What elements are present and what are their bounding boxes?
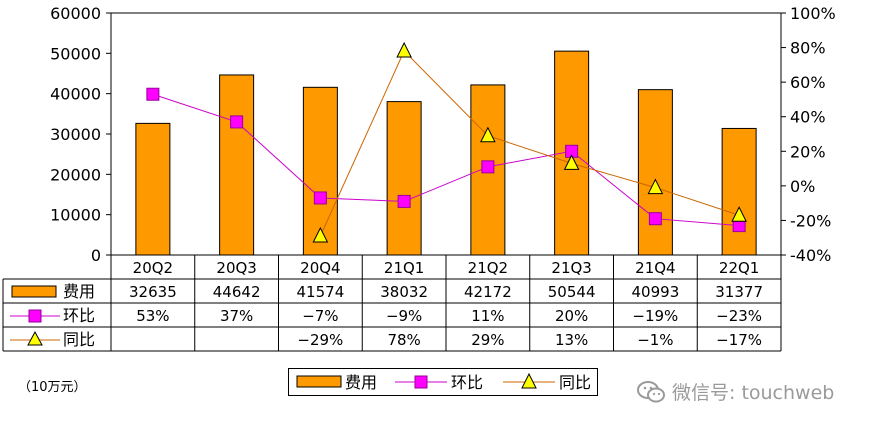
qoq-point [146,87,160,101]
right-axis-tick-label: 100% [790,4,836,23]
data-label: 53% [136,307,169,325]
plot-area: 60000 50000 40000 30000 20000 10000 0 100% 80% 60… [50,4,836,265]
qoq-point [481,160,495,174]
data-label: 29% [471,331,504,349]
plot-frame [110,12,782,256]
data-label: 40993 [632,283,680,301]
legend-label: 同比 [559,373,591,392]
bar [721,127,757,256]
data-label: 50544 [548,283,596,301]
qoq-point [648,212,662,226]
yoy-point [480,126,496,143]
yoy-point [731,206,747,222]
watermark-text: 微信号: touchweb [672,382,835,404]
row-key-triangle [27,330,43,346]
legend-key-bar [296,375,342,388]
bar [637,89,673,256]
category-label: 20Q4 [300,259,340,277]
watermark: 微信号: touchweb [636,378,834,405]
right-axis-tick-label: 40% [790,108,826,127]
yoy-point [563,154,580,170]
left-axis-tick-label: 60000 [50,4,101,23]
category-label: 22Q1 [719,259,759,277]
data-label: −9% [386,307,422,325]
right-axis-tick-label: -40% [790,246,831,265]
bar [386,101,422,256]
qoq-point [313,191,327,205]
category-label: 21Q3 [551,259,591,277]
data-table: 20Q2 20Q3 20Q4 21Q1 21Q2 21Q3 21Q4 22Q1 费用 32635 4… [2,255,782,352]
data-label: 13% [555,331,588,349]
left-axis-tick-label: 0 [91,246,101,265]
category-label: 20Q3 [216,259,256,277]
series-line-qoq [152,93,740,227]
qoq-point [397,194,411,208]
row-header-label: 同比 [63,330,95,349]
data-label: 32635 [129,283,177,301]
data-label: 44642 [213,283,261,301]
yoy-point [312,226,329,243]
left-axis-tick-label: 50000 [50,44,101,63]
wechat-icon [637,380,665,402]
data-label: −1% [637,331,673,349]
data-label: 41574 [297,283,345,301]
data-label: 20% [555,307,588,325]
right-axis-tick-label: -20% [790,211,831,230]
left-axis-tick-label: 10000 [50,206,101,225]
data-label: −17% [716,331,762,349]
right-axis-tick-label: 0% [790,177,815,196]
category-label: 21Q1 [384,259,424,277]
qoq-point [230,115,244,129]
row-key-bar [11,285,57,298]
legend-label: 环比 [451,373,483,392]
row-header-label: 环比 [63,306,95,325]
yoy-point [396,41,412,58]
data-label: 31377 [715,283,763,301]
category-label: 21Q2 [468,259,508,277]
series-line-yoy [319,50,740,237]
data-label: −7% [302,307,338,325]
bar [135,122,171,256]
data-label: −23% [716,307,762,325]
right-axis-tick-label: 60% [790,73,826,92]
data-label: −19% [632,307,678,325]
right-axis-tick-label: 20% [790,142,826,161]
right-axis-tick-label: 80% [790,39,826,58]
data-label: 37% [220,307,253,325]
data-label: −29% [297,331,343,349]
data-label: 11% [471,307,504,325]
left-axis-tick-label: 40000 [50,85,101,104]
data-label: 78% [387,331,420,349]
row-key-square [28,309,42,323]
left-axis-tick-label: 20000 [50,165,101,184]
legend-label: 费用 [345,373,377,392]
left-axis-tick-label: 30000 [50,125,101,144]
legend-key-triangle [521,372,537,389]
category-label: 20Q2 [133,259,173,277]
row-header-label: 费用 [63,282,95,301]
legend-key-square [414,375,428,389]
unit-note: （10万元） [18,380,87,395]
data-label: 42172 [464,283,512,301]
yoy-point [647,178,664,195]
bar [219,74,255,256]
category-label: 21Q4 [635,259,675,277]
legend: 费用 环比 同比 [288,368,598,396]
data-label: 38032 [380,283,428,301]
